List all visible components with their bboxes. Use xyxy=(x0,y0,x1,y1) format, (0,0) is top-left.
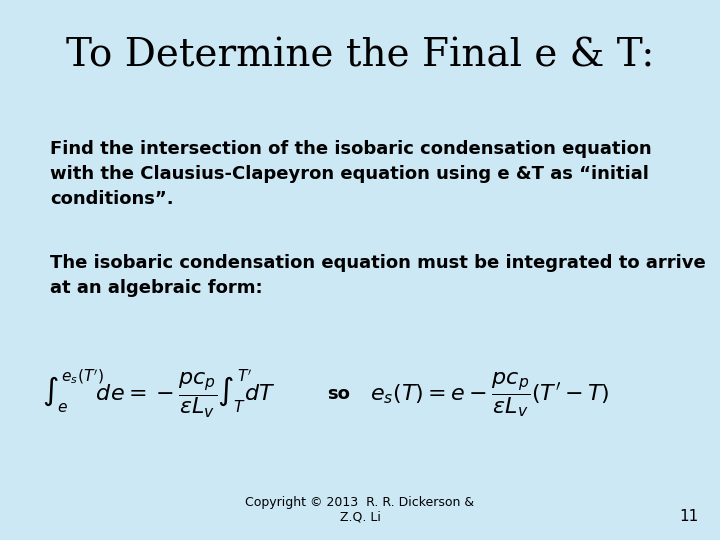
Text: $e_s(T) = e - \dfrac{pc_p}{\varepsilon L_v}(T^{\prime}-T)$: $e_s(T) = e - \dfrac{pc_p}{\varepsilon L… xyxy=(370,370,609,418)
Text: Find the intersection of the isobaric condensation equation
with the Clausius-Cl: Find the intersection of the isobaric co… xyxy=(50,140,652,208)
Text: Copyright © 2013  R. R. Dickerson &
Z.Q. Li: Copyright © 2013 R. R. Dickerson & Z.Q. … xyxy=(246,496,474,524)
Text: so: so xyxy=(327,385,350,403)
Text: The isobaric condensation equation must be integrated to arrive
at an algebraic : The isobaric condensation equation must … xyxy=(50,254,706,297)
Text: To Determine the Final e & T:: To Determine the Final e & T: xyxy=(66,38,654,75)
Text: 11: 11 xyxy=(679,509,698,524)
Text: $\int_{e}^{e_s(T^{\prime})} \!\! de = -\dfrac{pc_p}{\varepsilon L_v} \int_{T}^{T: $\int_{e}^{e_s(T^{\prime})} \!\! de = -\… xyxy=(42,368,275,420)
